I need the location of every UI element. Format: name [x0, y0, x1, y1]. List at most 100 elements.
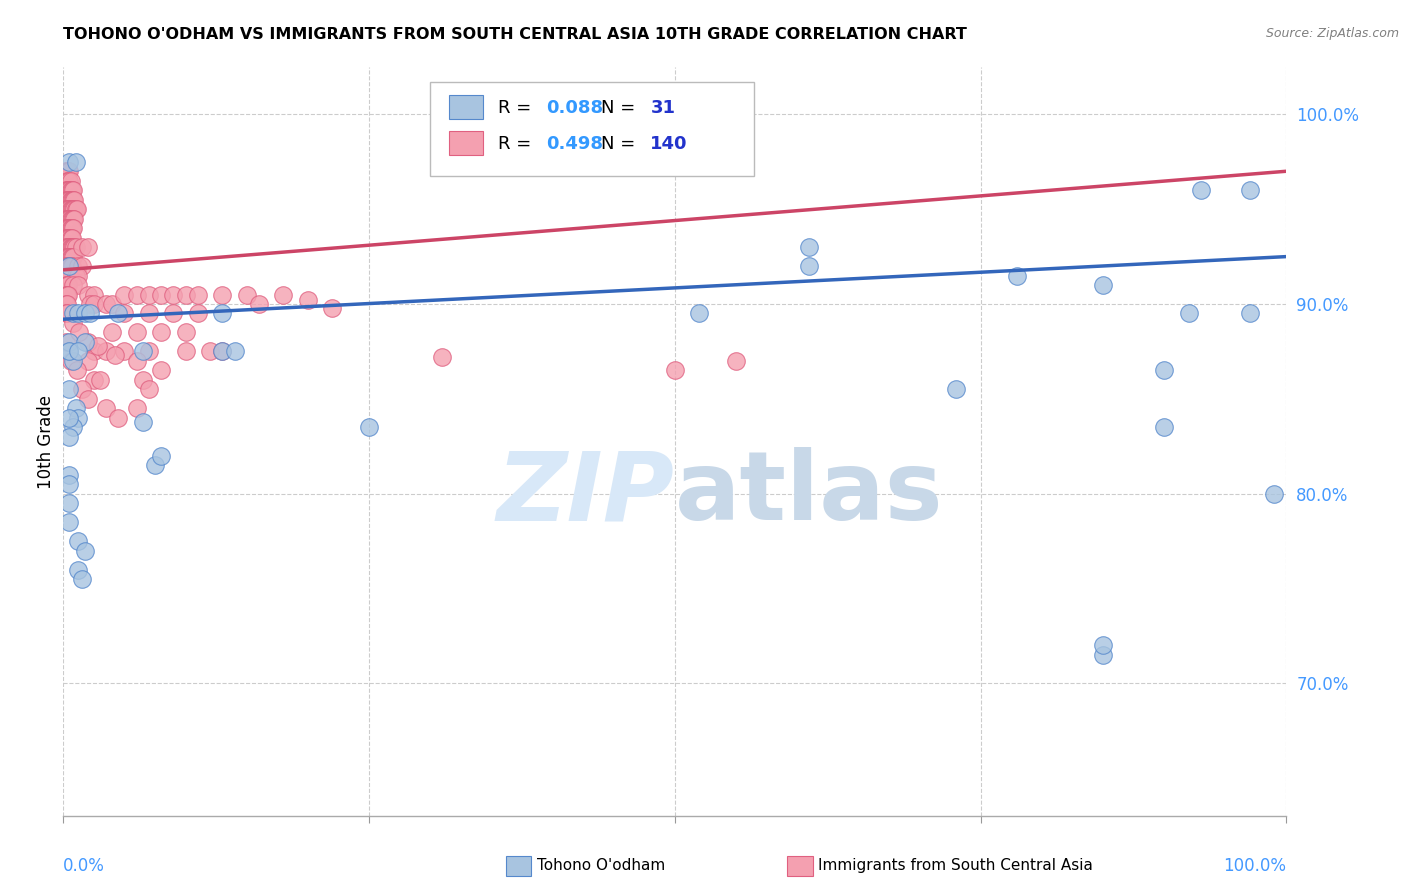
Point	[62, 240, 84, 254]
Point	[59, 230, 82, 244]
Point	[66, 344, 89, 359]
Point	[56, 250, 79, 264]
Point	[150, 326, 173, 340]
Point	[799, 240, 821, 254]
Point	[60, 250, 83, 264]
Point	[1153, 363, 1175, 377]
Point	[211, 344, 233, 359]
Text: 100.0%: 100.0%	[1223, 857, 1286, 875]
Point	[664, 363, 686, 377]
Point	[70, 240, 93, 254]
Point	[62, 250, 84, 264]
Point	[76, 354, 98, 368]
Point	[56, 278, 79, 293]
Point	[63, 240, 86, 254]
Point	[66, 278, 89, 293]
Point	[114, 306, 135, 320]
Point	[60, 211, 83, 226]
Point	[143, 458, 166, 473]
Point	[101, 326, 124, 340]
Point	[114, 287, 135, 301]
Point	[83, 287, 105, 301]
Point	[725, 354, 748, 368]
Point	[58, 515, 80, 529]
Point	[1153, 420, 1175, 434]
Point	[187, 287, 209, 301]
Point	[56, 174, 79, 188]
Point	[138, 344, 160, 359]
Point	[297, 293, 319, 308]
Point	[56, 183, 79, 197]
Point	[58, 240, 80, 254]
Text: R =: R =	[498, 99, 537, 117]
Point	[62, 278, 84, 293]
Point	[70, 259, 93, 273]
Point	[65, 268, 87, 283]
Point	[56, 221, 79, 235]
Point	[83, 297, 105, 311]
Point	[58, 193, 80, 207]
Point	[273, 287, 295, 301]
Point	[174, 287, 197, 301]
Point	[58, 334, 80, 349]
Point	[60, 183, 83, 197]
Point	[56, 297, 79, 311]
Point	[58, 430, 80, 444]
Point	[55, 240, 77, 254]
Point	[1092, 278, 1115, 293]
Point	[132, 344, 155, 359]
Point	[56, 240, 79, 254]
Point	[247, 297, 270, 311]
Point	[224, 344, 246, 359]
Point	[58, 183, 80, 197]
Point	[1007, 268, 1029, 283]
Point	[56, 221, 79, 235]
Point	[59, 174, 82, 188]
Point	[79, 297, 101, 311]
Point	[114, 344, 135, 359]
Point	[65, 154, 87, 169]
Point	[58, 230, 80, 244]
Point	[60, 193, 83, 207]
Point	[94, 297, 117, 311]
Point	[58, 344, 80, 359]
Point	[94, 344, 117, 359]
Point	[62, 193, 84, 207]
Point	[58, 259, 80, 273]
Text: R =: R =	[498, 135, 537, 153]
FancyBboxPatch shape	[449, 130, 482, 154]
Point	[125, 287, 148, 301]
Point	[56, 230, 79, 244]
Point	[55, 193, 77, 207]
Point	[58, 221, 80, 235]
Point	[56, 259, 79, 273]
Point	[67, 326, 90, 340]
Point	[58, 410, 80, 425]
Point	[55, 230, 77, 244]
Point	[66, 306, 89, 320]
Point	[62, 420, 84, 434]
Point	[104, 348, 127, 362]
Point	[58, 259, 80, 273]
Point	[58, 211, 80, 226]
Point	[60, 202, 83, 216]
Point	[86, 339, 108, 353]
Point	[132, 415, 155, 429]
Point	[70, 572, 93, 586]
Point	[59, 211, 82, 226]
Point	[59, 193, 82, 207]
Point	[56, 202, 79, 216]
Point	[187, 306, 209, 320]
Point	[83, 344, 105, 359]
Point	[56, 259, 79, 273]
Point	[150, 287, 173, 301]
Text: 31: 31	[651, 99, 675, 117]
Point	[58, 154, 80, 169]
Point	[66, 202, 89, 216]
Point	[1239, 306, 1261, 320]
Point	[66, 563, 89, 577]
Text: N =: N =	[602, 99, 636, 117]
Point	[66, 363, 89, 377]
Text: 0.088: 0.088	[547, 99, 603, 117]
Point	[1263, 486, 1285, 500]
